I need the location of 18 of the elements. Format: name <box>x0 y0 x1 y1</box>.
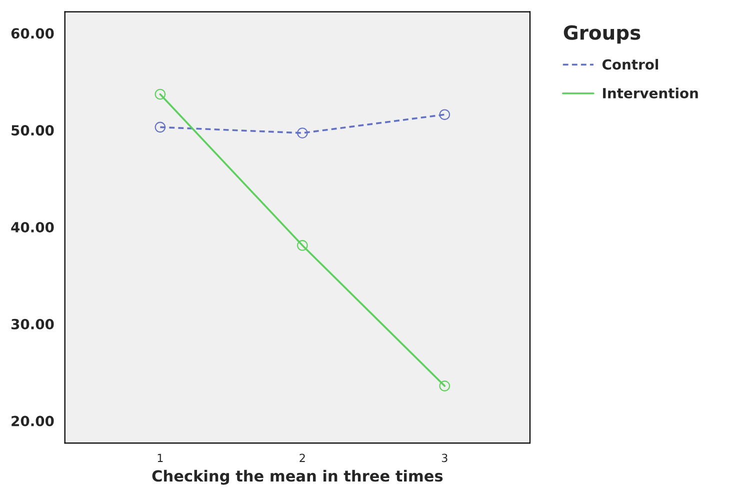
x-tick-label: 3 <box>442 454 448 462</box>
y-tick-label: 20.00 <box>12 416 54 426</box>
point <box>439 109 450 120</box>
legend-title: Groups <box>564 25 640 44</box>
x-tick-label: 1 <box>158 454 163 462</box>
point <box>297 128 308 138</box>
y-tick-label: 30.00 <box>11 318 54 330</box>
point <box>154 88 166 100</box>
x-axis-title: Checking the mean in three times <box>152 470 443 485</box>
y-tick-label: 40.00 <box>11 222 54 232</box>
y-tick-label: 50.00 <box>12 125 54 136</box>
y-tick-label: 60.00 <box>11 28 54 39</box>
x-tick-label: 2 <box>300 454 305 462</box>
point <box>439 380 450 392</box>
legend-label: Control <box>602 58 658 70</box>
legend-label: Intervention <box>603 88 698 98</box>
point <box>154 122 166 133</box>
point <box>297 240 308 251</box>
